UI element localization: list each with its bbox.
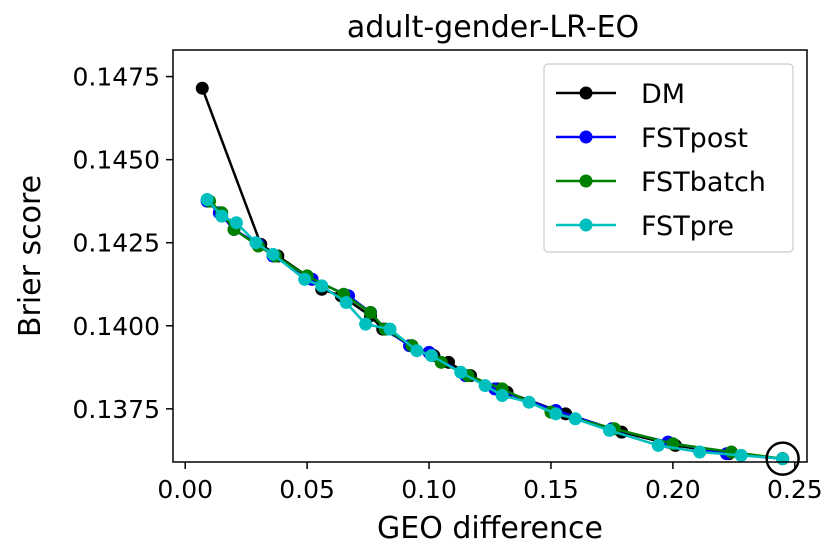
data-point-fstpre: [424, 349, 438, 363]
data-point-fstpre: [266, 247, 280, 261]
x-tick-label: 0.10: [401, 475, 457, 504]
data-point-fstpre: [693, 445, 707, 459]
data-point-fstpre: [568, 412, 582, 426]
legend-marker-fstpre: [579, 218, 593, 232]
legend-box: [543, 63, 794, 253]
legend: DM FSTpost FSTbatch FSTpre: [543, 63, 794, 253]
data-point-fstpre: [359, 317, 373, 331]
data-point-fstpre: [776, 452, 790, 466]
x-tick-label: 0.25: [767, 475, 823, 504]
plot-area: [195, 81, 800, 476]
data-point-fstpre: [478, 379, 492, 393]
legend-label-fstpost: FSTpost: [641, 123, 748, 154]
data-point-dm: [195, 81, 209, 95]
data-point-fstpre: [315, 279, 329, 293]
data-point-fstpre: [495, 389, 509, 403]
x-axis: 0.00 0.05 0.10 0.15 0.20 0.25: [157, 462, 823, 504]
x-tick-label: 0.00: [157, 475, 213, 504]
data-point-fstpre: [298, 272, 312, 286]
data-point-fstpre: [522, 395, 536, 409]
data-point-fstpre: [200, 193, 214, 207]
x-tick-label: 0.05: [279, 475, 335, 504]
data-point-fstpre: [229, 216, 243, 230]
y-tick-label: 0.1475: [73, 63, 160, 92]
data-point-fstpre: [454, 365, 468, 379]
y-axis: 0.1375 0.1400 0.1425 0.1450 0.1475: [73, 63, 173, 424]
endpoint-highlight-circle: [765, 441, 800, 476]
data-point-fstpre: [602, 423, 616, 437]
data-point-fstpre: [734, 448, 748, 462]
legend-marker-fstpost: [579, 130, 593, 144]
data-point-fstbatch: [364, 305, 378, 319]
y-tick-label: 0.1375: [73, 395, 160, 424]
legend-label-fstpre: FSTpre: [641, 211, 734, 242]
legend-label-dm: DM: [641, 79, 685, 110]
y-axis-label: Brier score: [13, 175, 48, 337]
y-tick-label: 0.1450: [73, 146, 160, 175]
legend-marker-dm: [579, 86, 593, 100]
data-point-fstpre: [339, 296, 353, 310]
data-point-fstpre: [410, 344, 424, 358]
data-point-fstpre: [549, 407, 563, 421]
legend-marker-fstbatch: [579, 174, 593, 188]
data-point-fstpre: [249, 236, 263, 250]
y-tick-label: 0.1400: [73, 312, 160, 341]
chart-title: adult-gender-LR-EO: [347, 10, 639, 45]
x-tick-label: 0.20: [645, 475, 701, 504]
data-point-fstpre: [383, 322, 397, 336]
data-point-fstpre: [215, 209, 229, 223]
y-tick-label: 0.1425: [73, 229, 160, 258]
x-tick-label: 0.15: [523, 475, 579, 504]
x-axis-label: GEO difference: [377, 511, 603, 546]
axes-frame: [172, 49, 808, 463]
data-point-fstpre: [651, 438, 665, 452]
legend-label-fstbatch: FSTbatch: [641, 167, 766, 198]
